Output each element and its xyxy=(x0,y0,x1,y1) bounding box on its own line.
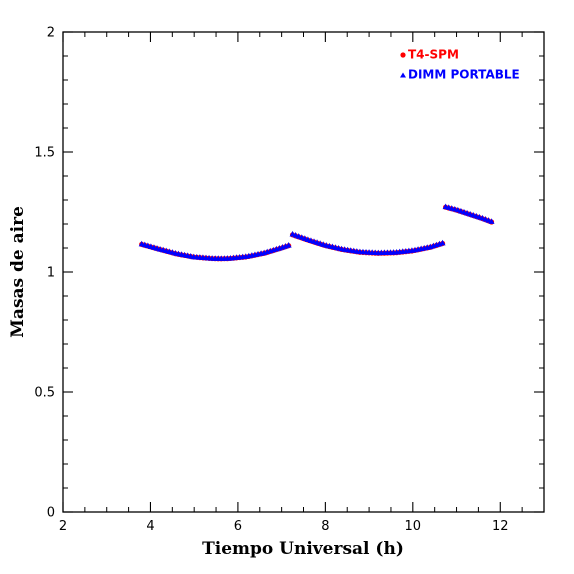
axis-ticks xyxy=(62,31,545,513)
y-axis-title: Masas de aire xyxy=(8,206,28,338)
tick-labels: 2 4 6 8 10 12 0 0.5 1 1.5 2 xyxy=(34,26,508,535)
series-layer xyxy=(138,203,495,262)
data-point xyxy=(285,242,292,248)
y-tick-label: 2 xyxy=(47,26,55,41)
legend-marker-t4-spm xyxy=(400,52,406,58)
x-axis-title: Tiempo Universal (h) xyxy=(202,539,404,559)
data-point xyxy=(488,218,495,224)
x-tick-label: 10 xyxy=(405,519,422,534)
legend-marker-dimm-portable xyxy=(400,72,406,78)
legend-label-dimm-portable: DIMM PORTABLE xyxy=(408,68,520,82)
y-tick-label: 1 xyxy=(47,266,55,281)
y-tick-label: 0.5 xyxy=(34,386,55,401)
series-t4-spm xyxy=(139,204,495,262)
plot-frame xyxy=(62,31,545,513)
x-tick-label: 6 xyxy=(234,519,242,534)
x-tick-label: 2 xyxy=(59,519,67,534)
series-dimm-portable xyxy=(138,203,495,261)
legend-label-t4-spm: T4-SPM xyxy=(408,48,459,62)
x-tick-label: 12 xyxy=(492,519,509,534)
legend: T4-SPM DIMM PORTABLE xyxy=(400,48,520,82)
x-tick-label: 4 xyxy=(146,519,154,534)
data-point xyxy=(439,239,446,246)
x-tick-label: 8 xyxy=(321,519,329,534)
y-tick-label: 0 xyxy=(47,506,55,521)
y-tick-label: 1.5 xyxy=(34,146,55,161)
